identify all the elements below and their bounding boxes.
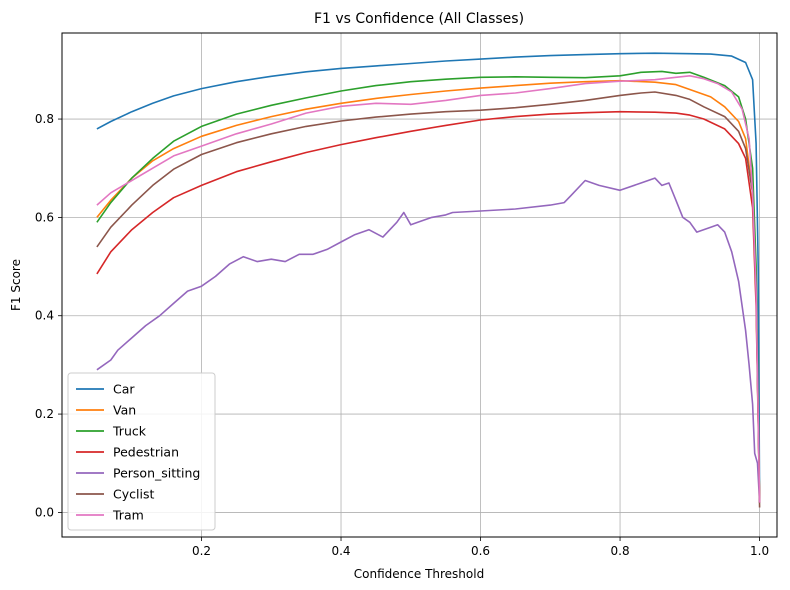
x-axis-ticks: 0.2 0.4 0.6 0.8 1.0 (192, 537, 769, 558)
y-tick-label: 0.6 (35, 210, 54, 224)
legend-entry: Van (113, 403, 136, 418)
y-tick-label: 0.2 (35, 407, 54, 421)
legend-entry: Person_sitting (113, 466, 200, 481)
series-line-person-sitting (96, 177, 761, 503)
legend-entry: Cyclist (113, 487, 154, 502)
y-tick-label: 0.8 (35, 112, 54, 126)
chart-title: F1 vs Confidence (All Classes) (314, 11, 524, 27)
series-line-truck (96, 70, 761, 503)
series-line-car (96, 52, 761, 503)
x-tick-label: 1.0 (750, 544, 769, 558)
x-tick-label: 0.8 (611, 544, 630, 558)
x-tick-label: 0.4 (331, 544, 350, 558)
legend-entry: Tram (112, 508, 144, 523)
legend-entry: Pedestrian (113, 445, 179, 460)
legend-entry: Car (113, 382, 135, 397)
legend: Car Van Truck Pedestrian Person_sitting Cycli… (67, 372, 216, 531)
plot-frame (61, 32, 778, 538)
x-axis-label: Confidence Threshold (354, 567, 484, 581)
legend-entry: Truck (112, 424, 147, 439)
series-line-van (96, 79, 761, 503)
legend-frame (67, 372, 216, 531)
series-line-pedestrian (96, 110, 761, 503)
series-line-tram (96, 75, 761, 503)
series-lines (96, 52, 761, 508)
y-tick-label: 0.4 (35, 309, 54, 323)
x-tick-label: 0.6 (471, 544, 490, 558)
x-tick-label: 0.2 (192, 544, 211, 558)
y-axis-ticks: 0.0 0.2 0.4 0.6 0.8 (35, 112, 62, 519)
y-axis-label: F1 Score (9, 259, 23, 311)
y-tick-label: 0.0 (35, 505, 54, 519)
series-line-cyclist (96, 91, 761, 508)
